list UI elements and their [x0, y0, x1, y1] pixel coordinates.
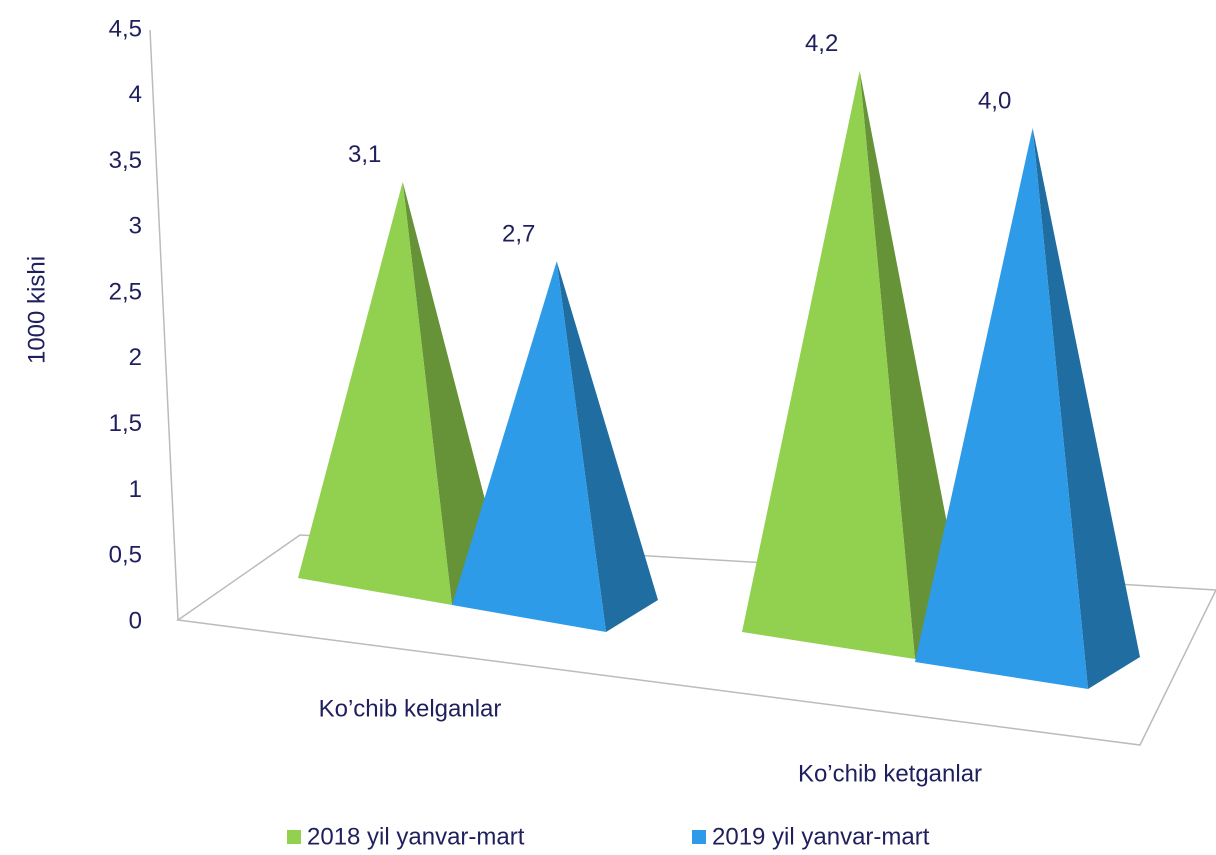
y-tick-label: 2,5: [109, 278, 142, 305]
x-tick-label: Ko’chib kelganlar: [319, 695, 502, 722]
pyramid: [915, 128, 1140, 689]
y-tick-label: 0: [129, 607, 142, 634]
pyramid-side: [556, 261, 658, 632]
pyramid-face: [452, 261, 606, 632]
pyramid-face: [742, 70, 915, 660]
y-tick-label: 3: [129, 213, 142, 240]
y-tick-label: 2: [129, 344, 142, 371]
pyramid-side: [1032, 128, 1140, 689]
y-tick-label: 4,5: [109, 15, 142, 42]
legend-label: 2018 yil yanvar-mart: [307, 823, 525, 850]
y-axis-line: [149, 29, 179, 621]
y-tick-label: 1: [129, 476, 142, 503]
y-tick-label: 3,5: [109, 147, 142, 174]
data-label: 4,0: [978, 87, 1011, 114]
pyramid: [742, 70, 967, 660]
pyramid-side: [402, 181, 504, 605]
legend-swatch: [287, 830, 301, 844]
pyramid-face: [915, 128, 1088, 689]
legend-swatch: [692, 830, 706, 844]
pyramid-side: [859, 70, 967, 660]
y-tick-label: 0,5: [109, 542, 142, 569]
pyramid: [298, 181, 504, 605]
y-tick-label: 1,5: [109, 410, 142, 437]
x-tick-label: Ko’chib ketganlar: [798, 760, 982, 787]
pyramid: [452, 261, 658, 632]
legend-label: 2019 yil yanvar-mart: [712, 823, 930, 850]
y-axis-label: 1000 kishi: [23, 256, 50, 364]
data-label: 3,1: [348, 141, 381, 168]
pyramid-face: [298, 181, 452, 605]
data-label: 2,7: [502, 221, 535, 248]
y-tick-label: 4: [129, 81, 142, 108]
data-label: 4,2: [805, 30, 838, 57]
